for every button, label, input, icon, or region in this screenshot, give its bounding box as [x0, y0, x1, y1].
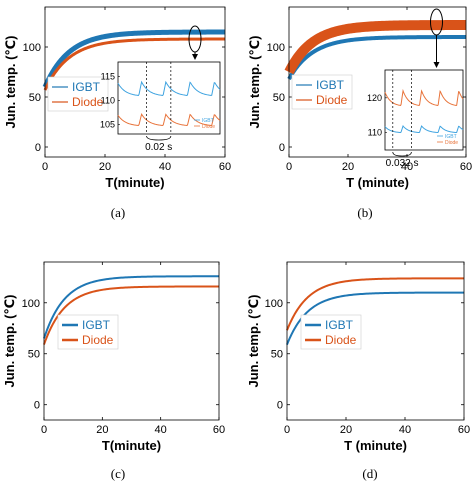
inset-y-tick-label: 110 [101, 95, 115, 105]
x-tick-label: 0 [41, 424, 47, 436]
x-axis-label: T(minute) [105, 175, 164, 190]
x-tick-label: 0 [284, 424, 290, 436]
legend-label-igbt: IGBT [325, 318, 354, 332]
series-line-igbt [43, 275, 219, 339]
legend-label-diode: Diode [72, 95, 104, 109]
x-tick-label: 60 [213, 424, 225, 436]
x-axis-label: T(minute) [102, 438, 161, 453]
legend-label-diode: Diode [82, 333, 114, 347]
y-tick-label: 50 [271, 349, 283, 361]
inset-legend-label: IGBT [202, 118, 214, 124]
plot-frame [288, 6, 467, 158]
y-tick-label: 100 [23, 42, 41, 54]
legend-label-diode: Diode [325, 333, 357, 347]
plot-frame [44, 6, 226, 158]
series-line-diode [284, 20, 470, 75]
x-tick-label: 60 [219, 161, 231, 173]
x-tick-label: 20 [340, 424, 352, 436]
plot-frame [43, 261, 220, 421]
inset-line-diode [384, 88, 464, 107]
y-tick-label: 100 [22, 298, 40, 310]
series-line-igbt [42, 29, 226, 89]
inset-frame [117, 61, 221, 135]
plot-frame [286, 261, 465, 421]
period-annotation: 0.02 s [145, 142, 172, 153]
y-tick-label: 100 [265, 298, 283, 310]
chart-b: 0 50 100 0 20 40 60 T (minute) Jun. temp. (℃) IGB… [247, 6, 472, 190]
inset-line-igbt [117, 80, 221, 96]
y-tick-label: 0 [34, 400, 40, 412]
legend-box [291, 74, 353, 110]
y-tick-label: 50 [29, 92, 41, 104]
x-axis-label: T (minute) [344, 438, 407, 453]
series-line-diode [43, 285, 219, 345]
chart-d: 0 50 100 0 20 40 60 T (minute) Jun. temp. (℃) IGB… [246, 261, 470, 453]
y-axis-label: Jun. temp. (℃) [2, 294, 17, 387]
legend-label-igbt: IGBT [316, 78, 345, 92]
caption-c: (c) [110, 466, 126, 481]
chart-c: 0 50 100 0 20 40 60 T(minute) Jun. temp. (℃) IGBT… [2, 261, 225, 453]
y-axis-label: Jun. temp. (℃) [247, 35, 262, 128]
zoom-arrow-head [433, 62, 440, 68]
x-tick-label: 0 [286, 161, 292, 173]
inset-y-tick-label: 105 [100, 119, 115, 129]
series-line-diode [43, 37, 225, 91]
legend-label-igbt: IGBT [82, 318, 111, 332]
inset-legend-label: Diode [202, 124, 215, 130]
inset-legend-label: IGBT [445, 134, 457, 140]
y-axis-label: Jun. temp. (℃) [246, 294, 261, 387]
y-tick-label: 0 [279, 142, 285, 154]
x-tick-label: 0 [42, 161, 48, 173]
x-tick-label: 40 [159, 161, 171, 173]
series-line-diode [286, 277, 464, 331]
x-tick-label: 60 [460, 161, 472, 173]
chart-a: 0 50 100 0 20 40 60 T(minute) Jun. temp. (℃) IGBT… [3, 6, 231, 190]
y-tick-label: 0 [35, 142, 41, 154]
inset-frame [384, 69, 464, 151]
legend-label-diode: Diode [316, 93, 348, 107]
period-brace [392, 151, 412, 157]
y-tick-label: 0 [277, 400, 283, 412]
y-tick-label: 100 [267, 42, 285, 54]
x-tick-label: 20 [99, 161, 111, 173]
caption-b: (b) [357, 205, 373, 220]
y-tick-label: 50 [273, 92, 285, 104]
inset-y-tick-label: 110 [368, 128, 382, 138]
legend-box [300, 314, 362, 350]
period-brace [146, 135, 172, 141]
caption-d: (d) [362, 466, 378, 481]
x-axis-label: T (minute) [346, 175, 409, 190]
x-tick-label: 40 [401, 161, 413, 173]
inset-y-tick-label: 115 [101, 71, 115, 81]
legend-label-igbt: IGBT [72, 80, 101, 94]
x-tick-label: 60 [458, 424, 470, 436]
period-annotation: 0.032 s [386, 158, 419, 169]
inset-line-igbt [384, 125, 464, 134]
legend-box [57, 314, 119, 350]
inset-legend-label: Diode [445, 140, 458, 146]
x-tick-label: 20 [342, 161, 354, 173]
inset-line-diode [117, 113, 221, 126]
zoom-arrow-head [192, 54, 198, 60]
legend-box [47, 76, 109, 112]
y-axis-label: Jun. temp. (℃) [3, 35, 18, 128]
caption-a: (a) [110, 205, 126, 220]
inset-y-tick-label: 120 [367, 93, 382, 103]
series-line-igbt [286, 291, 464, 345]
x-tick-label: 20 [96, 424, 108, 436]
x-tick-label: 40 [399, 424, 411, 436]
x-tick-label: 40 [155, 424, 167, 436]
y-tick-label: 50 [28, 349, 40, 361]
